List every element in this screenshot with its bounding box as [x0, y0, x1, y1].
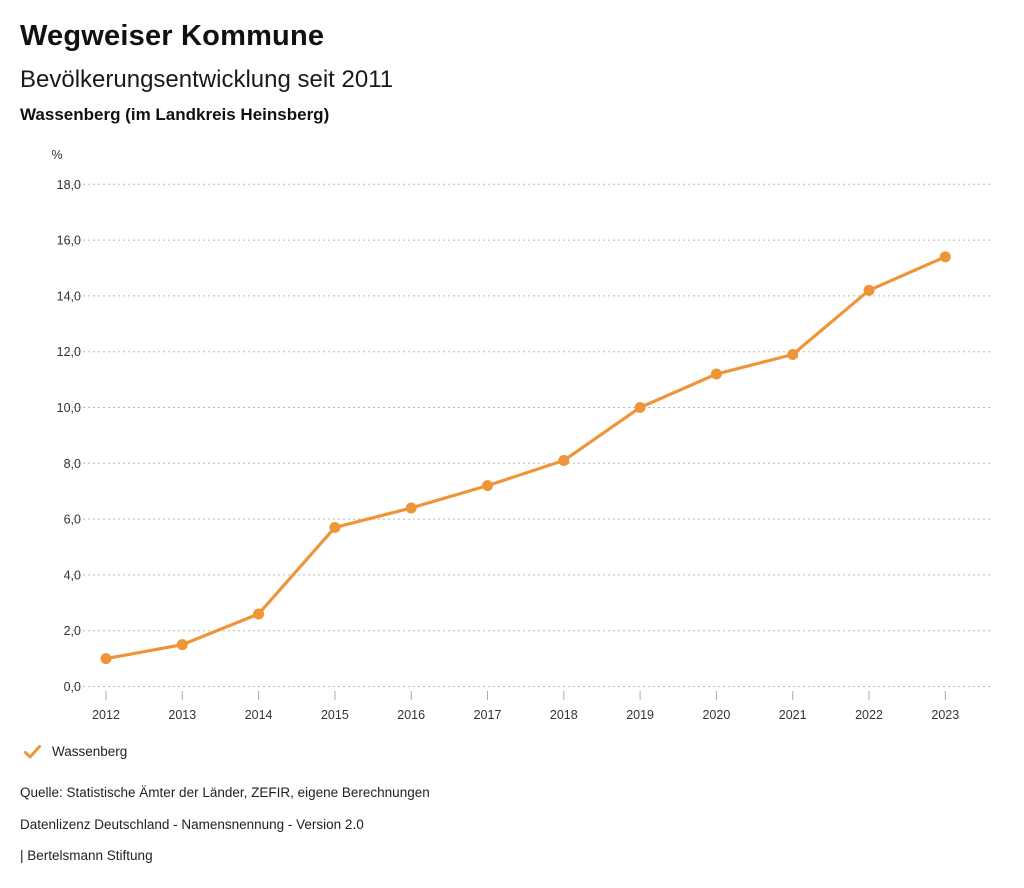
y-tick-label: 6,0 [64, 513, 81, 527]
line-chart: % 0,0 2,0 4,0 6,0 8,0 10,0 12,0 14,0 16,0 18,0 2012… [51, 148, 990, 722]
data-point[interactable] [863, 284, 875, 296]
data-point[interactable] [558, 455, 570, 467]
check-icon [24, 744, 41, 758]
data-point[interactable] [405, 502, 417, 514]
x-tick-label: 2015 [321, 708, 349, 722]
y-tick-label: 4,0 [64, 568, 81, 582]
data-point[interactable] [710, 368, 722, 380]
x-tick-label: 2020 [702, 708, 730, 722]
y-tick-label: 16,0 [57, 234, 81, 248]
x-tick-label: 2013 [168, 708, 196, 722]
data-point[interactable] [939, 251, 951, 263]
data-point[interactable] [787, 348, 799, 360]
legend-item-wassenberg[interactable]: Wassenberg [24, 744, 127, 759]
y-tick-label: 2,0 [64, 624, 81, 638]
y-tick-label: 8,0 [64, 457, 81, 471]
x-tick-label: 2017 [474, 708, 502, 722]
y-tick-label: 0,0 [64, 680, 81, 694]
x-tick-label: 2014 [245, 708, 273, 722]
y-tick-label: 18,0 [57, 178, 81, 192]
source-note: Quelle: Statistische Ämter der Länder, Z… [20, 785, 430, 800]
region-subtitle: Wassenberg (im Landkreis Heinsberg) [20, 105, 330, 124]
y-tick-label: 12,0 [57, 345, 81, 359]
x-tick-label: 2019 [626, 708, 654, 722]
series-line [104, 255, 947, 661]
data-point[interactable] [329, 521, 341, 533]
license-note: Datenlizenz Deutschland - Namensnennung … [20, 817, 364, 832]
legend-label: Wassenberg [52, 744, 128, 759]
x-tick-label: 2012 [92, 708, 120, 722]
attribution-note: | Bertelsmann Stiftung [20, 848, 153, 863]
x-tick-label: 2018 [550, 708, 578, 722]
x-tick-label: 2016 [397, 708, 425, 722]
x-tick-label: 2022 [855, 708, 883, 722]
data-point[interactable] [482, 480, 493, 492]
data-point[interactable] [176, 639, 188, 651]
x-tick-label: 2021 [779, 708, 807, 722]
y-tick-label: 10,0 [57, 401, 81, 415]
data-point[interactable] [253, 608, 265, 620]
y-tick-label: 14,0 [57, 289, 81, 303]
data-point[interactable] [100, 653, 112, 665]
data-point[interactable] [634, 402, 646, 413]
chart-title: Bevölkerungsentwicklung seit 2011 [20, 66, 394, 93]
page-title: Wegweiser Kommune [20, 20, 325, 52]
x-tick-label: 2023 [931, 708, 959, 722]
y-axis-unit-label: % [51, 148, 62, 162]
